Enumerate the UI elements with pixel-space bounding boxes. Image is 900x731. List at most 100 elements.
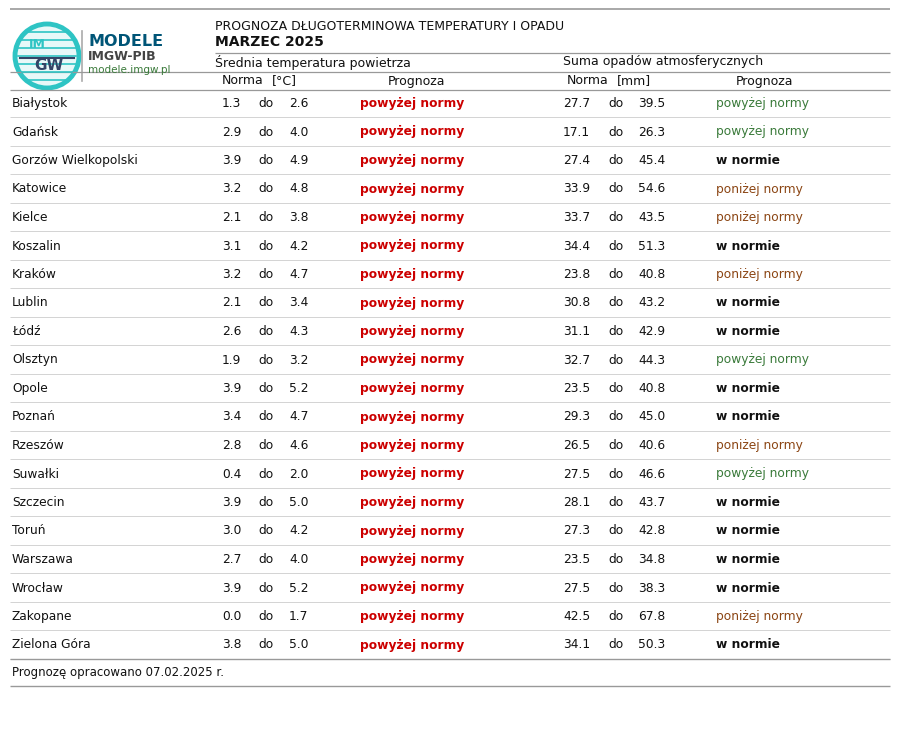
Text: Katowice: Katowice (12, 183, 68, 195)
Text: 46.6: 46.6 (638, 468, 665, 480)
Text: w normie: w normie (716, 581, 780, 594)
Text: 3.8: 3.8 (289, 211, 309, 224)
Text: do: do (258, 211, 274, 224)
Text: Poznań: Poznań (12, 411, 56, 423)
Text: powyżej normy: powyżej normy (360, 439, 464, 452)
Text: 27.5: 27.5 (563, 468, 590, 480)
Text: w normie: w normie (716, 496, 780, 509)
Text: 2.0: 2.0 (289, 468, 309, 480)
Text: 23.8: 23.8 (563, 268, 590, 281)
Text: 34.8: 34.8 (638, 553, 665, 566)
Text: IMGW-PIB: IMGW-PIB (88, 50, 157, 64)
Text: powyżej normy: powyżej normy (360, 183, 464, 195)
Text: powyżej normy: powyżej normy (360, 297, 464, 309)
Text: poniżej normy: poniżej normy (716, 211, 803, 224)
Text: do: do (258, 297, 274, 309)
Text: w normie: w normie (716, 638, 780, 651)
Text: Prognoza: Prognoza (736, 75, 794, 88)
Text: modele.imgw.pl: modele.imgw.pl (88, 65, 170, 75)
Text: 4.8: 4.8 (289, 183, 309, 195)
Text: Gorzów Wielkopolski: Gorzów Wielkopolski (12, 154, 138, 167)
Text: poniżej normy: poniżej normy (716, 610, 803, 623)
Text: w normie: w normie (716, 240, 780, 252)
Text: Lublin: Lublin (12, 297, 49, 309)
Text: 5.2: 5.2 (289, 382, 309, 395)
Text: 5.0: 5.0 (289, 638, 309, 651)
Text: w normie: w normie (716, 154, 780, 167)
Text: powyżej normy: powyżej normy (360, 553, 464, 566)
Text: IM: IM (29, 39, 45, 51)
Text: do: do (258, 126, 274, 138)
Text: 29.3: 29.3 (563, 411, 590, 423)
Text: powyżej normy: powyżej normy (360, 97, 464, 110)
Text: 3.4: 3.4 (222, 411, 241, 423)
Text: powyżej normy: powyżej normy (360, 354, 464, 366)
Text: powyżej normy: powyżej normy (360, 240, 464, 252)
Text: 45.4: 45.4 (638, 154, 665, 167)
Text: 4.2: 4.2 (289, 240, 309, 252)
Text: do: do (258, 240, 274, 252)
Text: poniżej normy: poniżej normy (716, 183, 803, 195)
Text: 43.7: 43.7 (638, 496, 665, 509)
Text: Norma: Norma (222, 75, 264, 88)
Text: 27.5: 27.5 (563, 581, 590, 594)
Text: 3.9: 3.9 (222, 154, 241, 167)
Text: do: do (608, 382, 623, 395)
Text: poniżej normy: poniżej normy (716, 439, 803, 452)
Text: do: do (608, 354, 623, 366)
Text: 31.1: 31.1 (563, 325, 590, 338)
Text: 0.0: 0.0 (222, 610, 241, 623)
Text: 26.5: 26.5 (563, 439, 590, 452)
Text: powyżej normy: powyżej normy (360, 411, 464, 423)
Text: 4.9: 4.9 (289, 154, 309, 167)
Text: powyżej normy: powyżej normy (360, 581, 464, 594)
Text: do: do (608, 325, 623, 338)
Text: 51.3: 51.3 (638, 240, 665, 252)
Text: Kraków: Kraków (12, 268, 57, 281)
Text: do: do (608, 525, 623, 537)
Text: Warszawa: Warszawa (12, 553, 74, 566)
Text: 54.6: 54.6 (638, 183, 665, 195)
Text: Średnia temperatura powietrza: Średnia temperatura powietrza (215, 55, 411, 69)
Text: do: do (258, 325, 274, 338)
Text: 40.6: 40.6 (638, 439, 665, 452)
Text: 4.7: 4.7 (289, 268, 309, 281)
Text: 4.7: 4.7 (289, 411, 309, 423)
Text: w normie: w normie (716, 553, 780, 566)
Text: 3.8: 3.8 (222, 638, 241, 651)
Text: 3.1: 3.1 (222, 240, 241, 252)
Text: 44.3: 44.3 (638, 354, 665, 366)
Text: Gdańsk: Gdańsk (12, 126, 58, 138)
Text: 45.0: 45.0 (638, 411, 665, 423)
Text: Olsztyn: Olsztyn (12, 354, 58, 366)
Text: do: do (258, 183, 274, 195)
Text: w normie: w normie (716, 382, 780, 395)
Text: 4.0: 4.0 (289, 126, 309, 138)
Text: Toruń: Toruń (12, 525, 46, 537)
Text: 33.9: 33.9 (563, 183, 590, 195)
Text: 40.8: 40.8 (638, 268, 665, 281)
Text: 2.6: 2.6 (289, 97, 309, 110)
Text: 2.9: 2.9 (222, 126, 241, 138)
Text: do: do (608, 183, 623, 195)
Text: 27.3: 27.3 (563, 525, 590, 537)
Text: do: do (608, 553, 623, 566)
Text: 34.4: 34.4 (563, 240, 590, 252)
Text: Suma opadów atmosferycznych: Suma opadów atmosferycznych (563, 56, 763, 69)
Text: do: do (608, 268, 623, 281)
Text: 1.7: 1.7 (289, 610, 309, 623)
Text: 50.3: 50.3 (638, 638, 665, 651)
Text: Wrocław: Wrocław (12, 581, 64, 594)
Text: 3.2: 3.2 (289, 354, 309, 366)
Text: do: do (608, 581, 623, 594)
Text: powyżej normy: powyżej normy (360, 154, 464, 167)
Text: [°C]: [°C] (272, 75, 297, 88)
Text: 67.8: 67.8 (638, 610, 665, 623)
Text: 23.5: 23.5 (563, 382, 590, 395)
Text: 4.6: 4.6 (289, 439, 309, 452)
Text: powyżej normy: powyżej normy (360, 638, 464, 651)
Text: 5.2: 5.2 (289, 581, 309, 594)
Text: 39.5: 39.5 (638, 97, 665, 110)
Text: 43.2: 43.2 (638, 297, 665, 309)
Text: 28.1: 28.1 (563, 496, 590, 509)
